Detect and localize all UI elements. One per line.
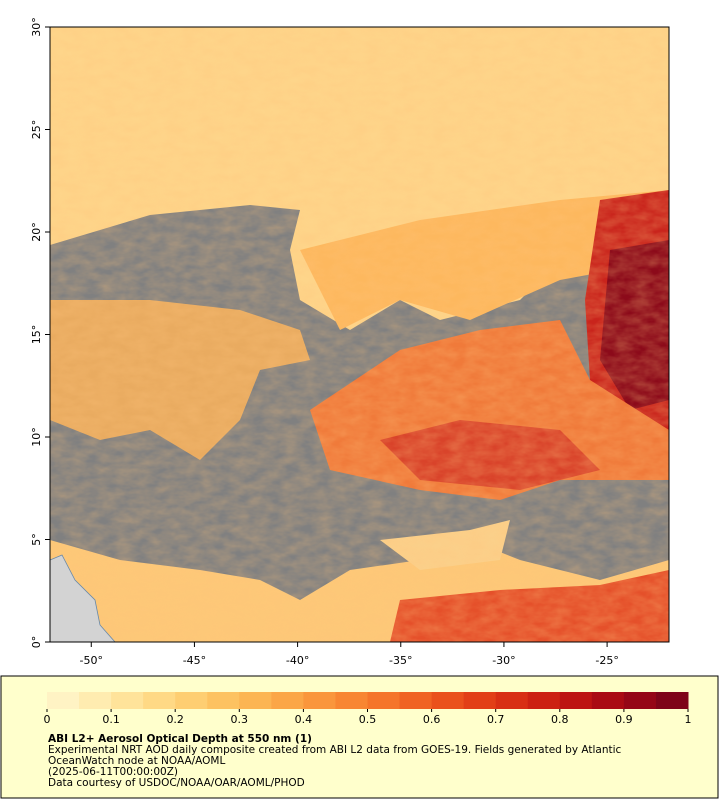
- colorbar-step: [655, 692, 689, 709]
- colorbar-step: [79, 692, 112, 709]
- caption-title: ABI L2+ Aerosol Optical Depth at 550 nm …: [48, 733, 312, 745]
- colorbar-step: [111, 692, 144, 709]
- colorbar-tick-label: 0.9: [615, 713, 633, 726]
- x-tick-label: -35°: [389, 654, 412, 667]
- colorbar: 0 0.1 0.2 0.3 0.4 0.5 0.6 0.7 0.8 0.9 1: [44, 692, 692, 726]
- colorbar-tick-label: 0: [44, 713, 51, 726]
- x-tick-label: -45°: [183, 654, 206, 667]
- map-image: [50, 27, 669, 642]
- x-tick-label: -40°: [286, 654, 309, 667]
- y-tick-label: 30°: [30, 17, 43, 37]
- colorbar-step: [47, 692, 80, 709]
- colorbar-step: [559, 692, 593, 709]
- y-tick-label: 25°: [30, 120, 43, 140]
- colorbar-tick-label: 0.4: [295, 713, 313, 726]
- x-tick-label: -30°: [492, 654, 515, 667]
- colorbar-step: [623, 692, 657, 709]
- x-tick-label: -25°: [595, 654, 618, 667]
- colorbar-step: [239, 692, 272, 709]
- y-tick-label: 10°: [30, 427, 43, 447]
- y-tick-label: 20°: [30, 222, 43, 242]
- colorbar-step: [399, 692, 433, 709]
- axes: -50° -45° -40° -35° -30° -25° 0° 5° 10° 15° 20° 25°…: [30, 17, 619, 667]
- colorbar-step: [495, 692, 529, 709]
- caption-line: Experimental NRT AOD daily composite cre…: [48, 744, 622, 756]
- colorbar-tick-label: 0.6: [423, 713, 441, 726]
- colorbar-step: [431, 692, 465, 709]
- colorbar-tick-label: 0.2: [166, 713, 184, 726]
- colorbar-step: [463, 692, 497, 709]
- colorbar-tick-label: 0.1: [102, 713, 120, 726]
- colorbar-step: [143, 692, 176, 709]
- colorbar-step: [271, 692, 304, 709]
- colorbar-tick-label: 0.7: [487, 713, 505, 726]
- x-tick-label: -50°: [80, 654, 103, 667]
- colorbar-step: [367, 692, 401, 709]
- colorbar-step: [591, 692, 625, 709]
- y-tick-label: 0°: [30, 636, 43, 649]
- caption-line: Data courtesy of USDOC/NOAA/OAR/AOML/PHO…: [48, 777, 305, 789]
- y-tick-label: 15°: [30, 325, 43, 345]
- colorbar-step: [527, 692, 561, 709]
- colorbar-tick-label: 0.8: [551, 713, 569, 726]
- colorbar-step: [335, 692, 368, 709]
- colorbar-step: [207, 692, 240, 709]
- caption-line: OceanWatch node at NOAA/AOML: [48, 755, 225, 767]
- colorbar-step: [175, 692, 208, 709]
- caption-line: (2025-06-11T00:00:00Z): [48, 766, 178, 778]
- colorbar-tick-label: 0.5: [359, 713, 377, 726]
- colorbar-tick-label: 1: [685, 713, 692, 726]
- colorbar-tick-label: 0.3: [231, 713, 249, 726]
- colorbar-step: [303, 692, 336, 709]
- y-tick-label: 5°: [30, 533, 43, 546]
